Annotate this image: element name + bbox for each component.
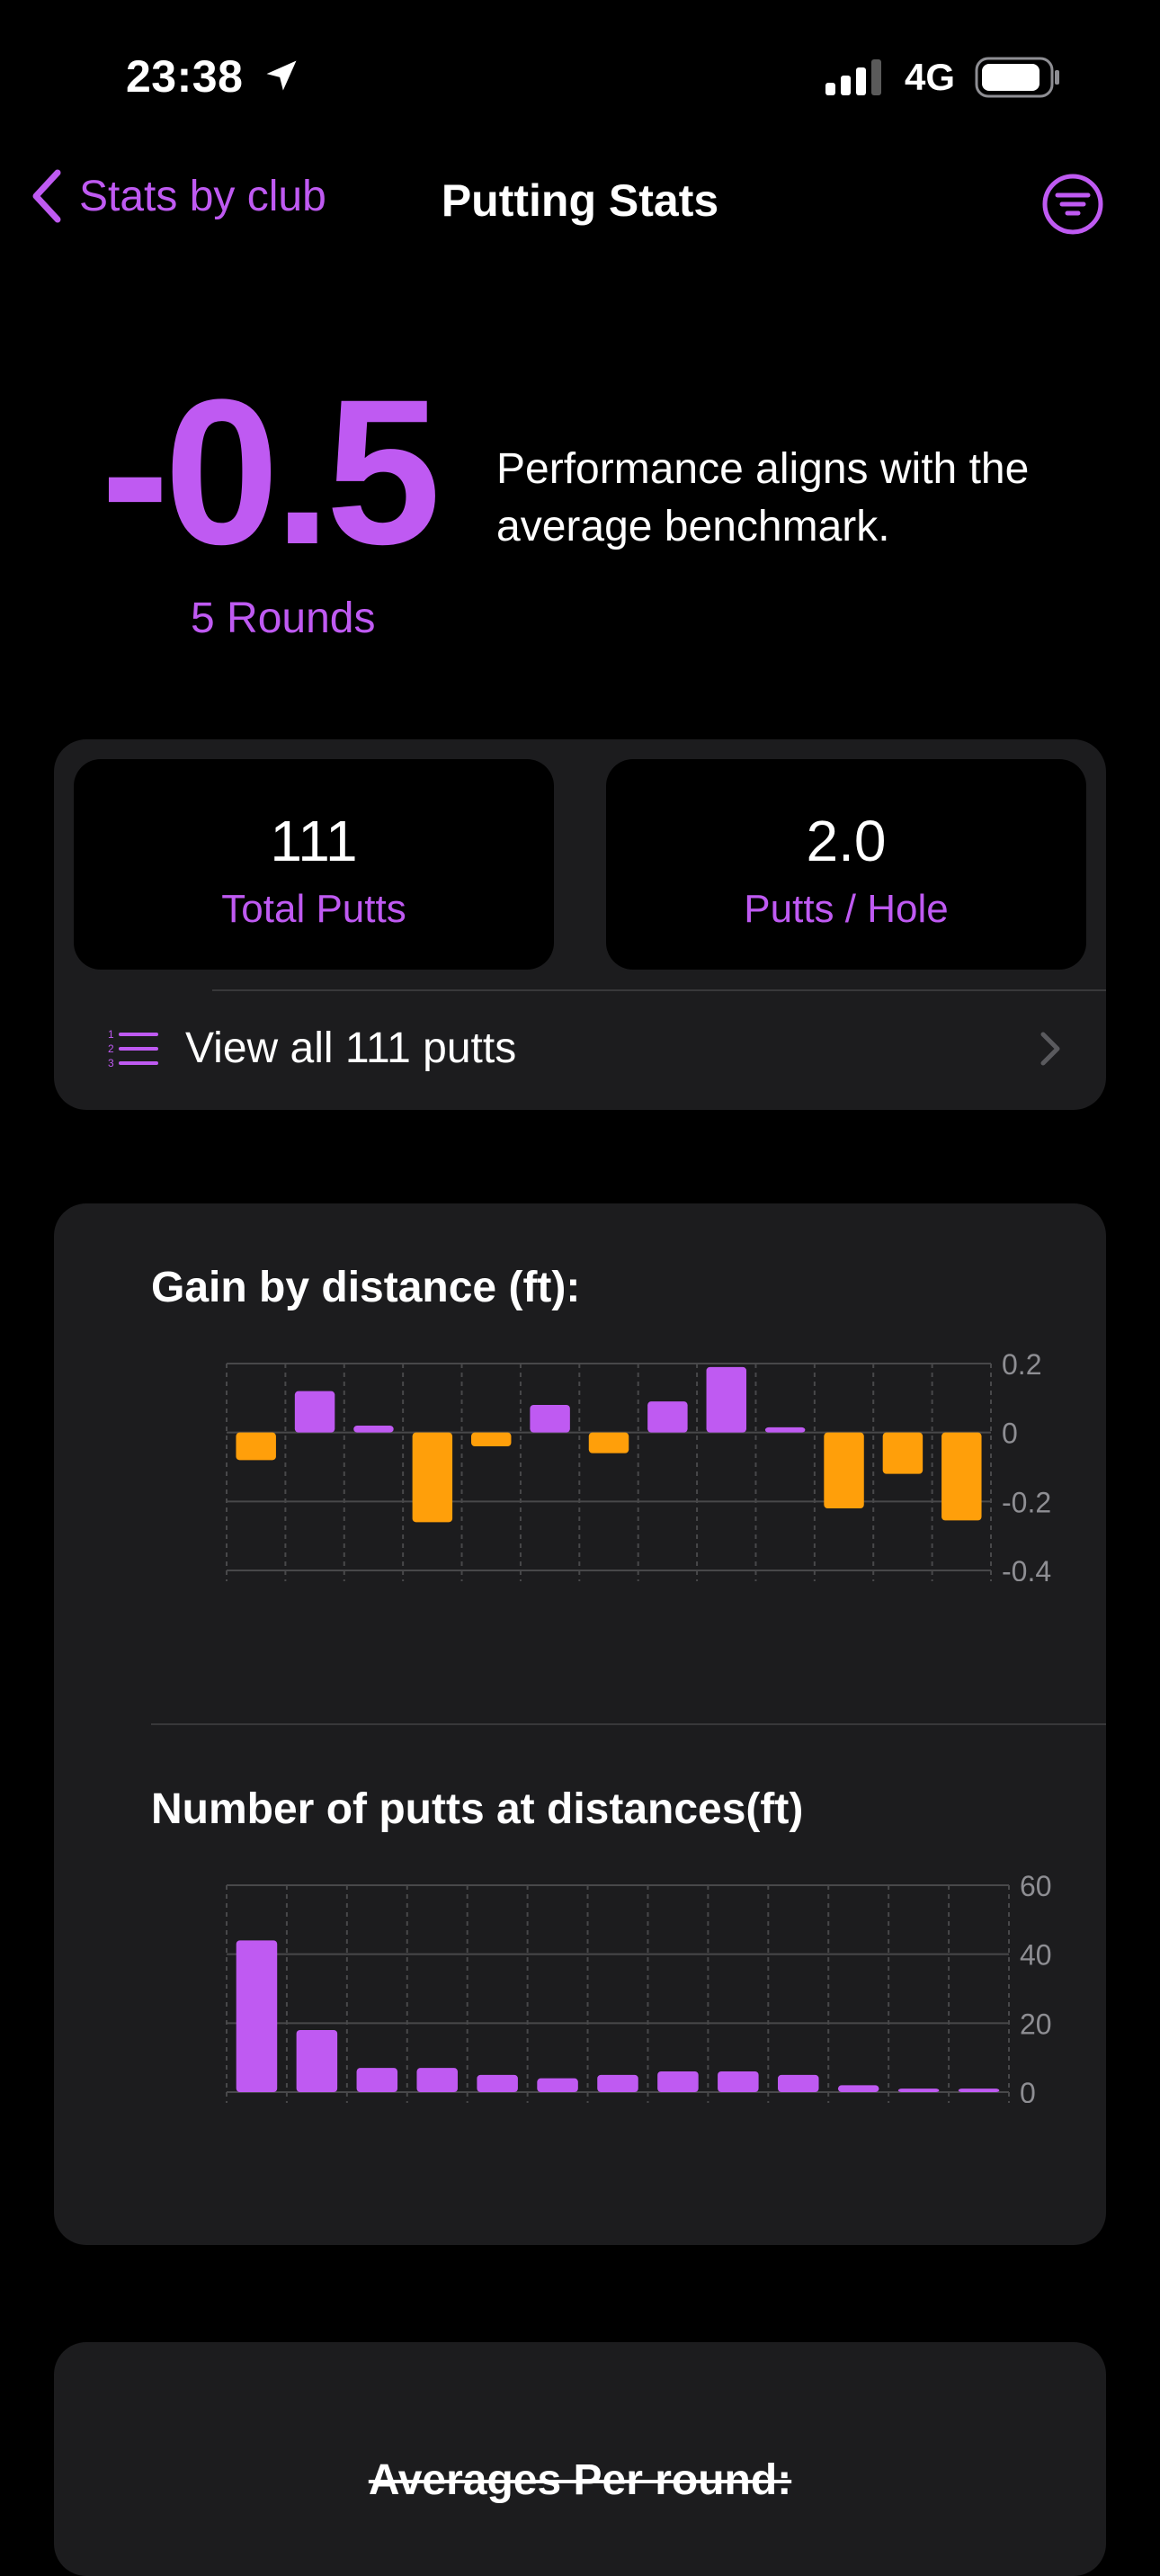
bar-21 xyxy=(597,2074,638,2092)
bar-9 xyxy=(356,2068,398,2092)
bar-40 xyxy=(718,2071,759,2092)
bar-50 xyxy=(764,1427,806,1433)
totals-divider xyxy=(212,989,1106,991)
putts-count-chart-title: Number of putts at distances(ft) xyxy=(151,1785,804,1833)
bar-> xyxy=(958,2089,1000,2092)
bar-18 xyxy=(537,2078,578,2092)
putts-per-hole-value: 2.0 xyxy=(806,809,887,873)
gain-chart-title: Gain by distance (ft): xyxy=(151,1264,581,1311)
averages-section-title: Averages Per round: xyxy=(368,2456,792,2504)
network-type: 4G xyxy=(904,56,955,98)
bar-40 xyxy=(706,1366,746,1433)
bar-> xyxy=(941,1432,982,1521)
y-tick-label: -0.2 xyxy=(1002,1486,1051,1518)
status-time: 23:38 xyxy=(126,50,301,103)
bar-6 xyxy=(296,2030,338,2092)
bar-3 xyxy=(236,1940,278,2092)
bar-12 xyxy=(416,2068,458,2092)
y-tick-label: 20 xyxy=(1020,2008,1052,2040)
bar-21 xyxy=(588,1432,629,1453)
bar-3 xyxy=(236,1432,276,1461)
page-title: Putting Stats xyxy=(441,175,719,226)
status-time-text: 23:38 xyxy=(126,51,244,102)
bar-6 xyxy=(294,1391,335,1433)
bar-70 xyxy=(882,1432,924,1474)
bar-18 xyxy=(530,1405,570,1433)
status-indicators: 4G xyxy=(825,56,1061,99)
total-putts-box: 111 Total Putts xyxy=(74,759,554,970)
total-putts-value: 111 xyxy=(270,809,358,873)
battery-icon xyxy=(975,57,1059,98)
bar-15 xyxy=(471,1432,512,1446)
bar-70 xyxy=(897,2089,940,2092)
putts-per-hole-label: Putts / Hole xyxy=(744,887,949,931)
gain-by-distance-chart: 0.20-0.2-0.4369121518213040506070> xyxy=(226,1348,1051,1581)
bar-9 xyxy=(353,1426,394,1433)
chevron-left-icon xyxy=(32,169,61,223)
bar-12 xyxy=(412,1432,453,1523)
performance-description: Performance aligns with the average benc… xyxy=(496,445,1030,550)
y-tick-label: 0.2 xyxy=(1002,1348,1041,1381)
numbered-list-icon: 1 2 3 xyxy=(108,1028,158,1069)
view-all-label: View all 111 putts xyxy=(185,1024,517,1072)
bar-60 xyxy=(824,1432,864,1508)
y-tick-label: 0 xyxy=(1020,2077,1036,2103)
charts-divider xyxy=(151,1723,1106,1725)
svg-text:2: 2 xyxy=(108,1042,114,1055)
chevron-right-icon xyxy=(1040,1032,1060,1065)
bar-15 xyxy=(477,2074,518,2092)
rounds-count: 5 Rounds xyxy=(191,595,376,642)
cellular-signal-icon xyxy=(825,59,881,95)
putts-per-hole-box: 2.0 Putts / Hole xyxy=(606,759,1086,970)
y-tick-label: 0 xyxy=(1002,1418,1018,1450)
totals-card: 111 Total Putts 2.0 Putts / Hole xyxy=(54,739,1106,1110)
y-tick-label: 60 xyxy=(1020,1870,1052,1902)
y-tick-label: -0.4 xyxy=(1002,1555,1051,1581)
filter-icon[interactable] xyxy=(1041,173,1104,236)
putts-at-distance-chart: 6040200369121518213040506070> xyxy=(226,1870,1052,2103)
strokes-gained-value: -0.5 xyxy=(101,356,441,587)
view-all-putts-row[interactable]: 1 2 3 View all 111 putts xyxy=(108,1024,1061,1073)
location-arrow-icon xyxy=(266,60,297,91)
bar-60 xyxy=(837,2085,879,2092)
back-label: Stats by club xyxy=(79,172,326,220)
svg-text:3: 3 xyxy=(108,1057,114,1069)
svg-text:1: 1 xyxy=(108,1028,114,1041)
back-button[interactable]: Stats by club xyxy=(31,169,326,223)
bar-30 xyxy=(647,1401,688,1433)
bar-30 xyxy=(657,2071,699,2092)
total-putts-label: Total Putts xyxy=(221,887,406,931)
bar-50 xyxy=(778,2074,819,2092)
y-tick-label: 40 xyxy=(1020,1939,1052,1972)
charts-card: Gain by distance (ft): 0.20-0.2-0.436912… xyxy=(54,1203,1106,2245)
